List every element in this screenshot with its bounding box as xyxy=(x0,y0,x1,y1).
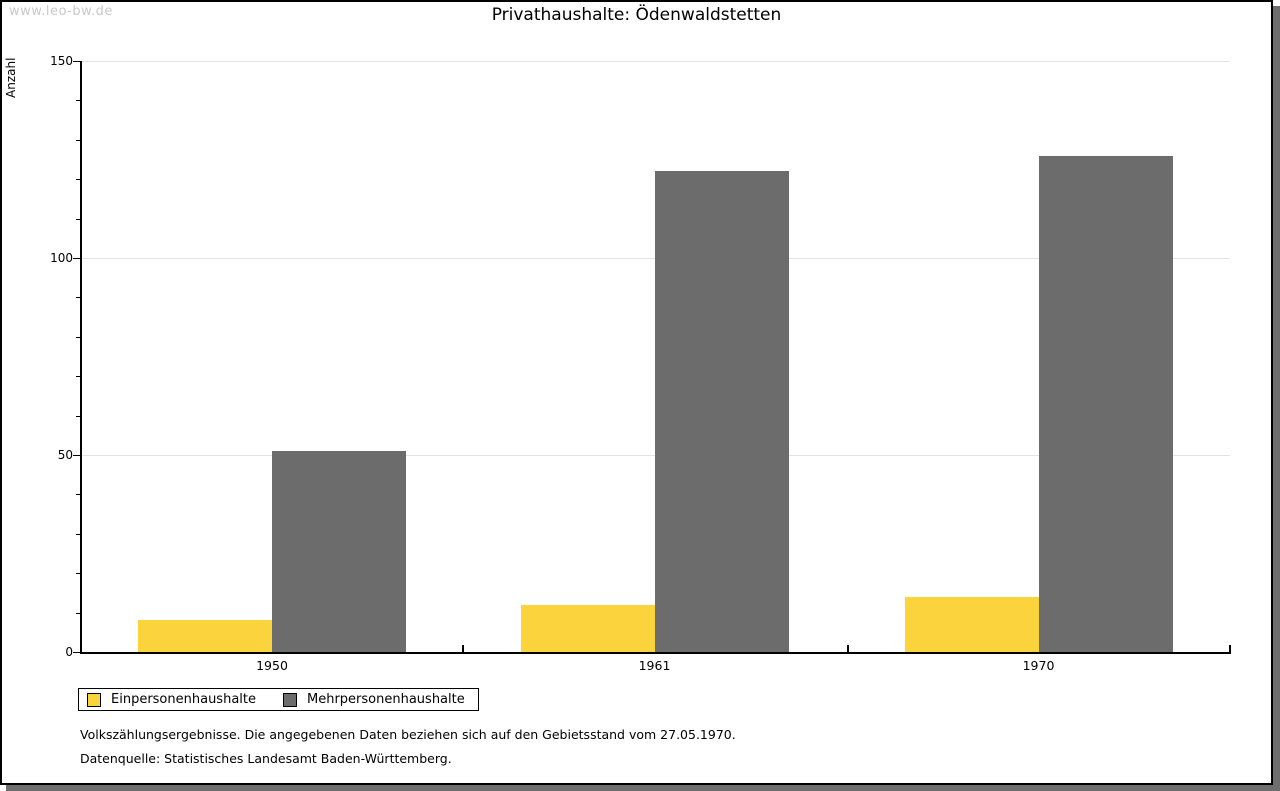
y-tick-label-0: 0 xyxy=(65,645,73,659)
bar-einpersonenhaushalte-1961 xyxy=(520,604,655,652)
footnote-data-source: Datenquelle: Statistisches Landesamt Bad… xyxy=(80,751,452,766)
y-minor-tick-140 xyxy=(76,100,82,102)
y-axis-title: Anzahl xyxy=(4,57,18,98)
legend-item-mehrpersonenhaushalte: Mehrpersonenhaushalte xyxy=(283,689,465,710)
x-tick-0 xyxy=(462,645,464,652)
y-gridline-150 xyxy=(82,61,1230,62)
y-minor-tick-80 xyxy=(76,336,82,338)
y-minor-tick-70 xyxy=(76,376,82,378)
x-category-label-1970: 1970 xyxy=(1022,658,1055,673)
bar-mehrpersonenhaushalte-1961 xyxy=(654,171,789,652)
y-tick-label-50: 50 xyxy=(57,448,73,462)
window-shadow-bottom xyxy=(6,785,1280,791)
y-minor-tick-60 xyxy=(76,415,82,417)
page-title: Privathaushalte: Ödenwaldstetten xyxy=(491,5,782,25)
y-minor-tick-40 xyxy=(76,494,82,496)
legend-label-mehrpersonenhaushalte: Mehrpersonenhaushalte xyxy=(307,692,465,707)
x-category-label-1950: 1950 xyxy=(256,658,288,673)
x-tick-1 xyxy=(847,645,849,652)
y-tick-0 xyxy=(73,652,82,653)
watermark-leo-bw: www.leo-bw.de xyxy=(9,4,113,19)
y-tick-50 xyxy=(73,455,82,456)
y-minor-tick-90 xyxy=(76,297,82,299)
y-tick-150 xyxy=(73,61,82,62)
legend-swatch-mehrpersonenhaushalte xyxy=(283,692,297,707)
legend-label-einpersonenhaushalte: Einpersonenhaushalte xyxy=(111,692,256,707)
y-minor-tick-10 xyxy=(76,612,82,614)
window-shadow-right xyxy=(1273,6,1280,785)
legend-swatch-einpersonenhaushalte xyxy=(87,692,101,707)
x-tick-2 xyxy=(1229,645,1231,652)
y-tick-label-100: 100 xyxy=(50,251,73,265)
bar-mehrpersonenhaushalte-1970 xyxy=(1038,155,1173,652)
y-minor-tick-110 xyxy=(76,218,82,220)
x-axis-line xyxy=(80,652,1231,654)
y-minor-tick-120 xyxy=(76,179,82,181)
y-tick-label-150: 150 xyxy=(50,54,73,68)
footnote-source-note: Volkszählungsergebnisse. Die angegebenen… xyxy=(80,727,736,742)
bar-einpersonenhaushalte-1950 xyxy=(138,620,272,652)
legend: Einpersonenhaushalte Mehrpersonenhaushal… xyxy=(78,688,479,711)
y-minor-tick-20 xyxy=(76,573,82,575)
bar-mehrpersonenhaushalte-1950 xyxy=(272,451,406,652)
y-axis-line xyxy=(80,61,82,654)
y-minor-tick-130 xyxy=(76,139,82,141)
y-tick-100 xyxy=(73,258,82,259)
x-category-label-1961: 1961 xyxy=(638,658,671,673)
y-minor-tick-30 xyxy=(76,533,82,535)
legend-item-einpersonenhaushalte: Einpersonenhaushalte xyxy=(87,689,256,710)
bar-einpersonenhaushalte-1970 xyxy=(904,596,1039,652)
